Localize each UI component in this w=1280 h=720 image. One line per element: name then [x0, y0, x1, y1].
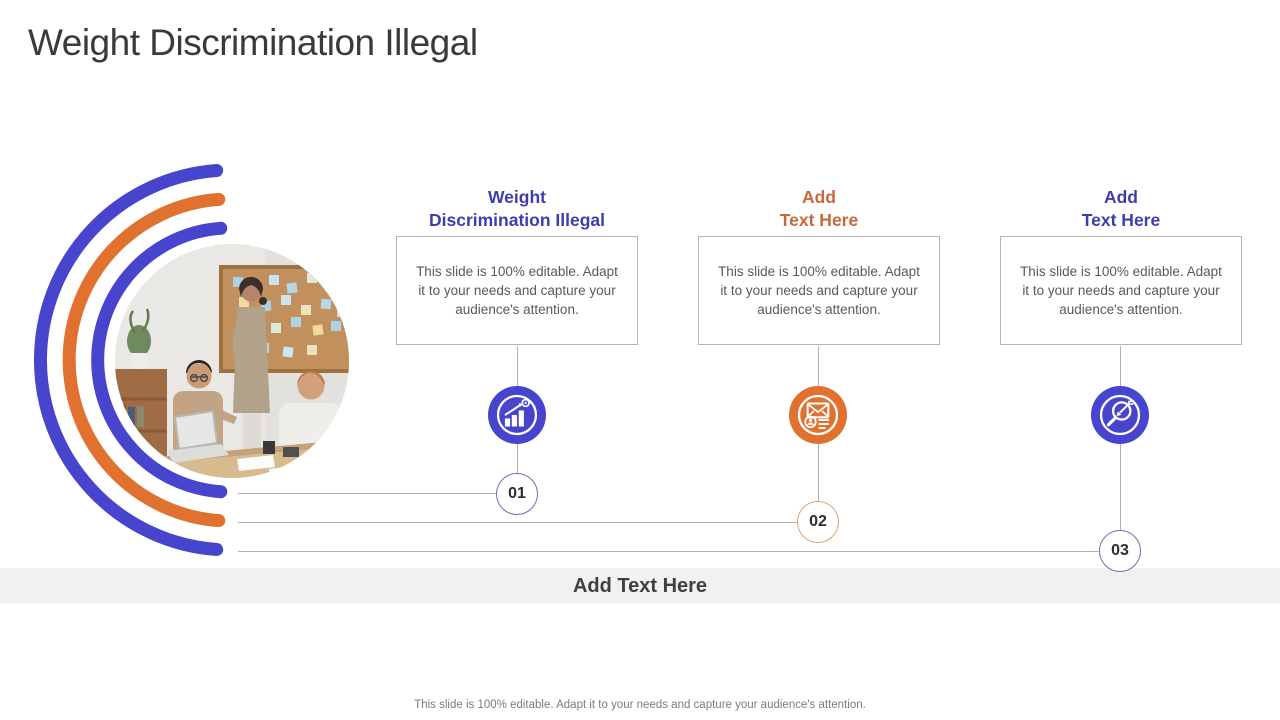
column1-heading-line2: Discrimination Illegal: [428, 210, 606, 230]
connector-line-step3: [238, 551, 1099, 552]
growth-chart-icon: [496, 394, 538, 436]
arc-photo-graphic: [33, 164, 349, 556]
column3-heading-line1: Add: [1103, 187, 1139, 207]
step2-number: 02: [797, 501, 839, 543]
inner-arc: [91, 221, 228, 499]
column2-heading-line2: Text Here: [779, 210, 859, 230]
column3-icon-badge: [1091, 386, 1149, 444]
outer-arc: [33, 164, 224, 556]
step2-number-label: 02: [809, 513, 827, 530]
slide-title[interactable]: Weight Discrimination Illegal: [28, 22, 478, 63]
column2-body-text: This slide is 100% editable. Adapt it to…: [718, 264, 920, 317]
column2-text-box[interactable]: This slide is 100% editable. Adapt it to…: [698, 236, 940, 345]
step3-number-label: 03: [1111, 542, 1129, 559]
column3-body-text: This slide is 100% editable. Adapt it to…: [1020, 264, 1222, 317]
step1-number-label: 01: [508, 485, 526, 502]
column1-body-text: This slide is 100% editable. Adapt it to…: [416, 264, 618, 317]
column3-text-box[interactable]: This slide is 100% editable. Adapt it to…: [1000, 236, 1242, 345]
column2-icon-badge: [789, 386, 847, 444]
column3-heading-line2: Text Here: [1081, 210, 1161, 230]
bottom-bar-label: Add Text Here: [572, 574, 708, 597]
slide-footer: This slide is 100% editable. Adapt it to…: [414, 699, 866, 711]
step1-number: 01: [496, 473, 538, 515]
search-target-icon: [1099, 394, 1141, 436]
column1-text-box[interactable]: This slide is 100% editable. Adapt it to…: [396, 236, 638, 345]
email-contact-icon: [797, 394, 839, 436]
connector-line-step1: [238, 493, 496, 494]
column1-heading[interactable]: Weight Discrimination Illegal: [386, 186, 648, 232]
team-meeting-photo: [115, 244, 349, 478]
column1-icon-badge: [488, 386, 546, 444]
bottom-bar[interactable]: Add Text Here: [0, 568, 1280, 604]
middle-arc: [62, 192, 226, 528]
connector-line-step2: [238, 522, 797, 523]
column2-heading-line1: Add: [801, 187, 837, 207]
step3-number: 03: [1099, 530, 1141, 572]
column1-heading-line1: Weight: [487, 187, 546, 207]
column3-heading[interactable]: Add Text Here: [990, 186, 1252, 232]
column2-heading[interactable]: Add Text Here: [688, 186, 950, 232]
